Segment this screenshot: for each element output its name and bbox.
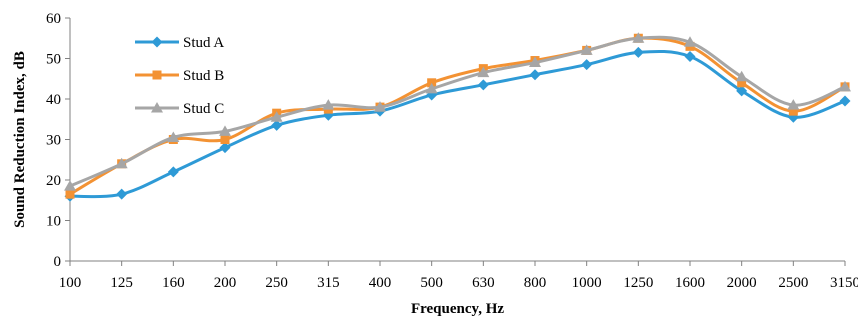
- series-stud-c: [64, 32, 851, 191]
- y-axis-title: Sound Reduction Index, dB: [12, 51, 28, 228]
- y-tick-label: 10: [46, 214, 61, 230]
- y-tick-label: 40: [46, 92, 61, 108]
- data-point: [219, 142, 231, 154]
- x-tick-label: 250: [265, 275, 288, 291]
- data-point: [427, 78, 437, 88]
- legend-swatch-marker: [151, 36, 163, 48]
- legend-item: Stud B: [135, 68, 224, 84]
- data-point: [477, 66, 490, 78]
- data-point: [65, 189, 75, 199]
- data-point: [425, 82, 438, 94]
- x-tick-label: 3150: [830, 275, 858, 291]
- data-point: [115, 157, 128, 169]
- x-tick-label: 400: [369, 275, 392, 291]
- data-point: [737, 78, 747, 88]
- data-point: [787, 99, 800, 110]
- x-tick-label: 500: [420, 275, 443, 291]
- data-point: [271, 119, 283, 131]
- data-point: [220, 135, 230, 144]
- x-tick-label: 100: [59, 275, 82, 291]
- x-tick-label: 315: [317, 275, 340, 291]
- series-line: [69, 36, 846, 196]
- x-tick-label: 1600: [675, 275, 705, 291]
- x-tick-label: 630: [472, 275, 495, 291]
- legend-swatch-marker: [152, 70, 162, 80]
- chart-series: [64, 32, 851, 202]
- data-point: [167, 166, 179, 178]
- data-point: [322, 99, 335, 110]
- data-point: [788, 106, 798, 116]
- data-point: [116, 188, 128, 200]
- series-line: [69, 49, 846, 199]
- y-tick-label: 60: [46, 11, 61, 27]
- x-tick-label: 1250: [623, 275, 653, 291]
- data-point: [529, 56, 541, 68]
- series-stud-a: [64, 46, 851, 202]
- data-point: [684, 36, 696, 47]
- data-point: [736, 85, 748, 97]
- data-point: [167, 131, 180, 142]
- data-point: [632, 46, 644, 58]
- data-point: [270, 111, 283, 122]
- x-tick-label: 2500: [778, 275, 808, 291]
- y-tick-label: 50: [46, 52, 61, 68]
- x-tick-label: 200: [214, 275, 237, 291]
- data-point: [839, 95, 851, 107]
- y-tick-label: 30: [46, 133, 61, 149]
- data-point: [632, 32, 645, 43]
- legend-item: Stud C: [135, 101, 224, 117]
- chart-legend: Stud A Stud B Stud C: [135, 35, 224, 117]
- data-point: [374, 101, 386, 112]
- x-tick-label: 1000: [572, 275, 602, 291]
- legend-label: Stud A: [183, 35, 224, 51]
- x-tick-label: 125: [110, 275, 133, 291]
- x-tick-label: 2000: [727, 275, 757, 291]
- data-point: [219, 125, 231, 136]
- data-point: [735, 70, 748, 82]
- y-tick-label: 0: [54, 254, 62, 270]
- x-tick-label: 800: [524, 275, 547, 291]
- legend-item: Stud A: [135, 35, 224, 51]
- legend-swatch-marker: [151, 102, 163, 113]
- x-tick-label: 160: [162, 275, 185, 291]
- data-point: [581, 59, 593, 71]
- chart-axes: [65, 17, 846, 266]
- data-point: [839, 80, 851, 92]
- y-tick-labels: 0 10 20 30 40 50 60: [46, 11, 61, 270]
- x-tick-labels: 100 125 160 200 250 315 400 500 630 800 1000 1250 16…: [59, 275, 858, 291]
- x-axis-title: Frequency, Hz: [411, 301, 504, 317]
- data-point: [477, 79, 489, 91]
- series-line: [69, 35, 846, 188]
- y-tick-label: 20: [46, 173, 61, 189]
- data-point: [529, 69, 541, 81]
- data-point: [64, 180, 76, 191]
- data-point: [580, 44, 593, 55]
- data-point: [684, 50, 696, 62]
- legend-label: Stud C: [183, 101, 224, 117]
- legend-label: Stud B: [183, 68, 224, 84]
